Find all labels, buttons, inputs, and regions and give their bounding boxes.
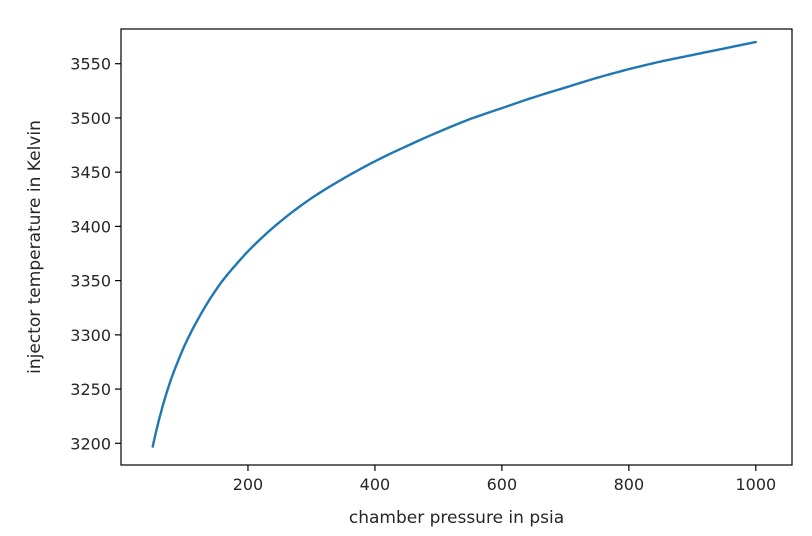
x-tick-label: 200 [233, 475, 264, 494]
y-tick-label: 3350 [70, 272, 111, 291]
y-axis-ticks: 3200 3250 3300 3350 3400 3450 3500 3550 [70, 55, 121, 453]
x-axis-ticks: 200 400 600 800 1000 [233, 465, 776, 494]
x-tick-label: 600 [487, 475, 518, 494]
x-tick-label: 400 [360, 475, 391, 494]
y-tick-label: 3200 [70, 434, 111, 453]
series-line [151, 40, 758, 448]
y-tick-label: 3250 [70, 380, 111, 399]
plot-frame [120, 28, 793, 466]
y-tick-label: 3450 [70, 163, 111, 182]
y-axis-label: injector temperature in Kelvin [25, 120, 45, 374]
y-tick-label: 3300 [70, 326, 111, 345]
y-tick-label: 3550 [70, 55, 111, 74]
x-tick-label: 1000 [735, 475, 776, 494]
y-tick-label: 3500 [70, 109, 111, 128]
x-axis-label: chamber pressure in psia [349, 508, 564, 528]
series-layer [151, 40, 758, 448]
x-tick-label: 800 [614, 475, 645, 494]
y-tick-label: 3400 [70, 217, 111, 236]
